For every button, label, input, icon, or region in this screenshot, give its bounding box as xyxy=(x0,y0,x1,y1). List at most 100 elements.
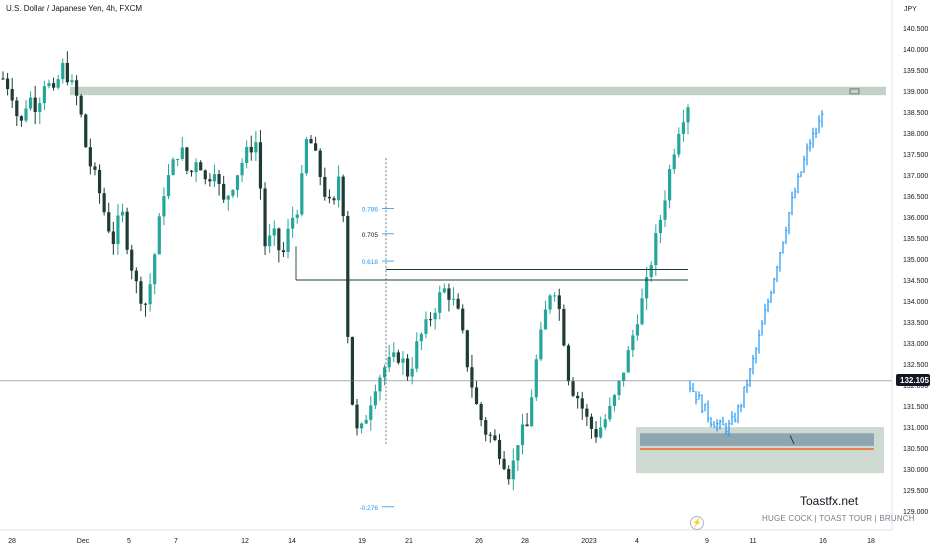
candle-body xyxy=(479,404,483,421)
candle-body xyxy=(254,142,258,153)
candle-body xyxy=(176,158,180,160)
candle-body xyxy=(139,281,143,304)
chart-zones xyxy=(70,86,886,474)
candle-body xyxy=(51,83,56,88)
candle-body xyxy=(649,265,653,278)
candle-body xyxy=(392,352,396,357)
candle-body xyxy=(640,298,644,325)
candle-body xyxy=(19,116,23,121)
candle-body xyxy=(401,358,405,363)
candle-body xyxy=(148,284,152,305)
candle-body xyxy=(153,254,157,285)
candle-body xyxy=(194,162,198,173)
candle-body xyxy=(396,352,400,363)
price-tick-label: 134.000 xyxy=(903,299,928,306)
candle-body xyxy=(304,139,309,174)
candle-body xyxy=(97,169,102,194)
candle-body xyxy=(415,341,419,369)
candle-body xyxy=(212,174,217,182)
candle-body xyxy=(447,288,451,300)
candle-body xyxy=(42,86,46,104)
candle-body xyxy=(465,330,469,368)
time-tick-label: 11 xyxy=(749,538,756,545)
candle-body xyxy=(566,345,571,382)
price-tick-label: 138.500 xyxy=(903,110,928,117)
candle-body xyxy=(488,434,492,436)
candle-body xyxy=(451,298,456,300)
candle-body xyxy=(580,398,584,409)
candle-body xyxy=(341,176,345,217)
candle-body xyxy=(350,336,354,405)
time-tick-label: 5 xyxy=(127,538,131,545)
candle-body xyxy=(277,228,281,251)
candle-body xyxy=(332,198,336,201)
candle-body xyxy=(654,233,658,266)
axis-unit-label: JPY xyxy=(904,6,917,13)
candle-body xyxy=(571,381,575,396)
time-tick-label: 9 xyxy=(705,538,709,545)
fib-level-label: 0.786 xyxy=(362,207,379,214)
candle-body xyxy=(189,170,194,173)
price-tick-label: 132.500 xyxy=(903,362,928,369)
price-tick-label: 130.000 xyxy=(903,467,928,474)
candle-body xyxy=(369,405,373,420)
price-tick-label: 140.000 xyxy=(903,47,928,54)
chart-annotations: 0.786 0.705 0.618 -0.276 xyxy=(0,158,892,512)
candle-body xyxy=(1,78,5,80)
candle-body xyxy=(382,367,387,378)
candle-body xyxy=(346,216,350,337)
candle-body xyxy=(387,356,391,368)
time-tick-label: 12 xyxy=(241,538,249,545)
candle-body xyxy=(120,211,125,216)
time-tick-label: 14 xyxy=(288,538,296,545)
candle-body xyxy=(281,250,286,253)
candle-body xyxy=(268,235,272,247)
candle-body xyxy=(309,139,313,144)
candle-body xyxy=(373,391,377,406)
candle-body xyxy=(47,83,51,87)
candle-body xyxy=(240,162,244,176)
candle-body xyxy=(603,419,607,428)
candle-body xyxy=(378,377,382,392)
resistance-zone xyxy=(70,86,886,96)
candle-body xyxy=(534,359,538,398)
fib-level-label: -0.276 xyxy=(360,505,379,512)
candle-body xyxy=(70,80,74,83)
time-tick-label: 26 xyxy=(475,538,483,545)
candle-body xyxy=(617,380,621,396)
time-tick-label: Dec xyxy=(77,538,90,545)
candle-body xyxy=(520,424,525,446)
candle-body xyxy=(162,196,166,217)
candle-body xyxy=(111,231,115,244)
candle-body xyxy=(364,419,368,424)
candle-body xyxy=(410,368,414,377)
candle-body xyxy=(272,228,276,236)
candle-body xyxy=(493,435,497,441)
candle-body xyxy=(424,319,428,334)
price-tick-label: 139.500 xyxy=(903,68,928,75)
candle-body xyxy=(235,175,240,190)
candle-body xyxy=(258,142,263,189)
candle-body xyxy=(199,162,203,171)
candle-body xyxy=(157,216,161,255)
candle-body xyxy=(585,408,589,417)
candle-body xyxy=(470,367,474,388)
candle-body xyxy=(677,133,681,155)
candle-body xyxy=(502,458,506,470)
candle-body xyxy=(286,228,290,253)
zone-arrow-icon xyxy=(789,435,795,445)
candle-body xyxy=(635,324,640,336)
candle-body xyxy=(5,78,10,90)
candle-body xyxy=(107,212,111,232)
time-tick-label: 28 xyxy=(521,538,529,545)
candle-body xyxy=(130,249,134,271)
price-tick-label: 135.500 xyxy=(903,236,928,243)
candle-body xyxy=(185,147,189,171)
candle-body xyxy=(438,292,442,313)
lightning-icon[interactable]: ⚡ xyxy=(690,516,704,530)
price-axis: 140.500 140.000 139.500 139.000 138.500 138.0… xyxy=(903,26,928,516)
candle-body xyxy=(134,270,138,282)
candle-body xyxy=(530,397,534,427)
candle-body xyxy=(557,295,561,309)
